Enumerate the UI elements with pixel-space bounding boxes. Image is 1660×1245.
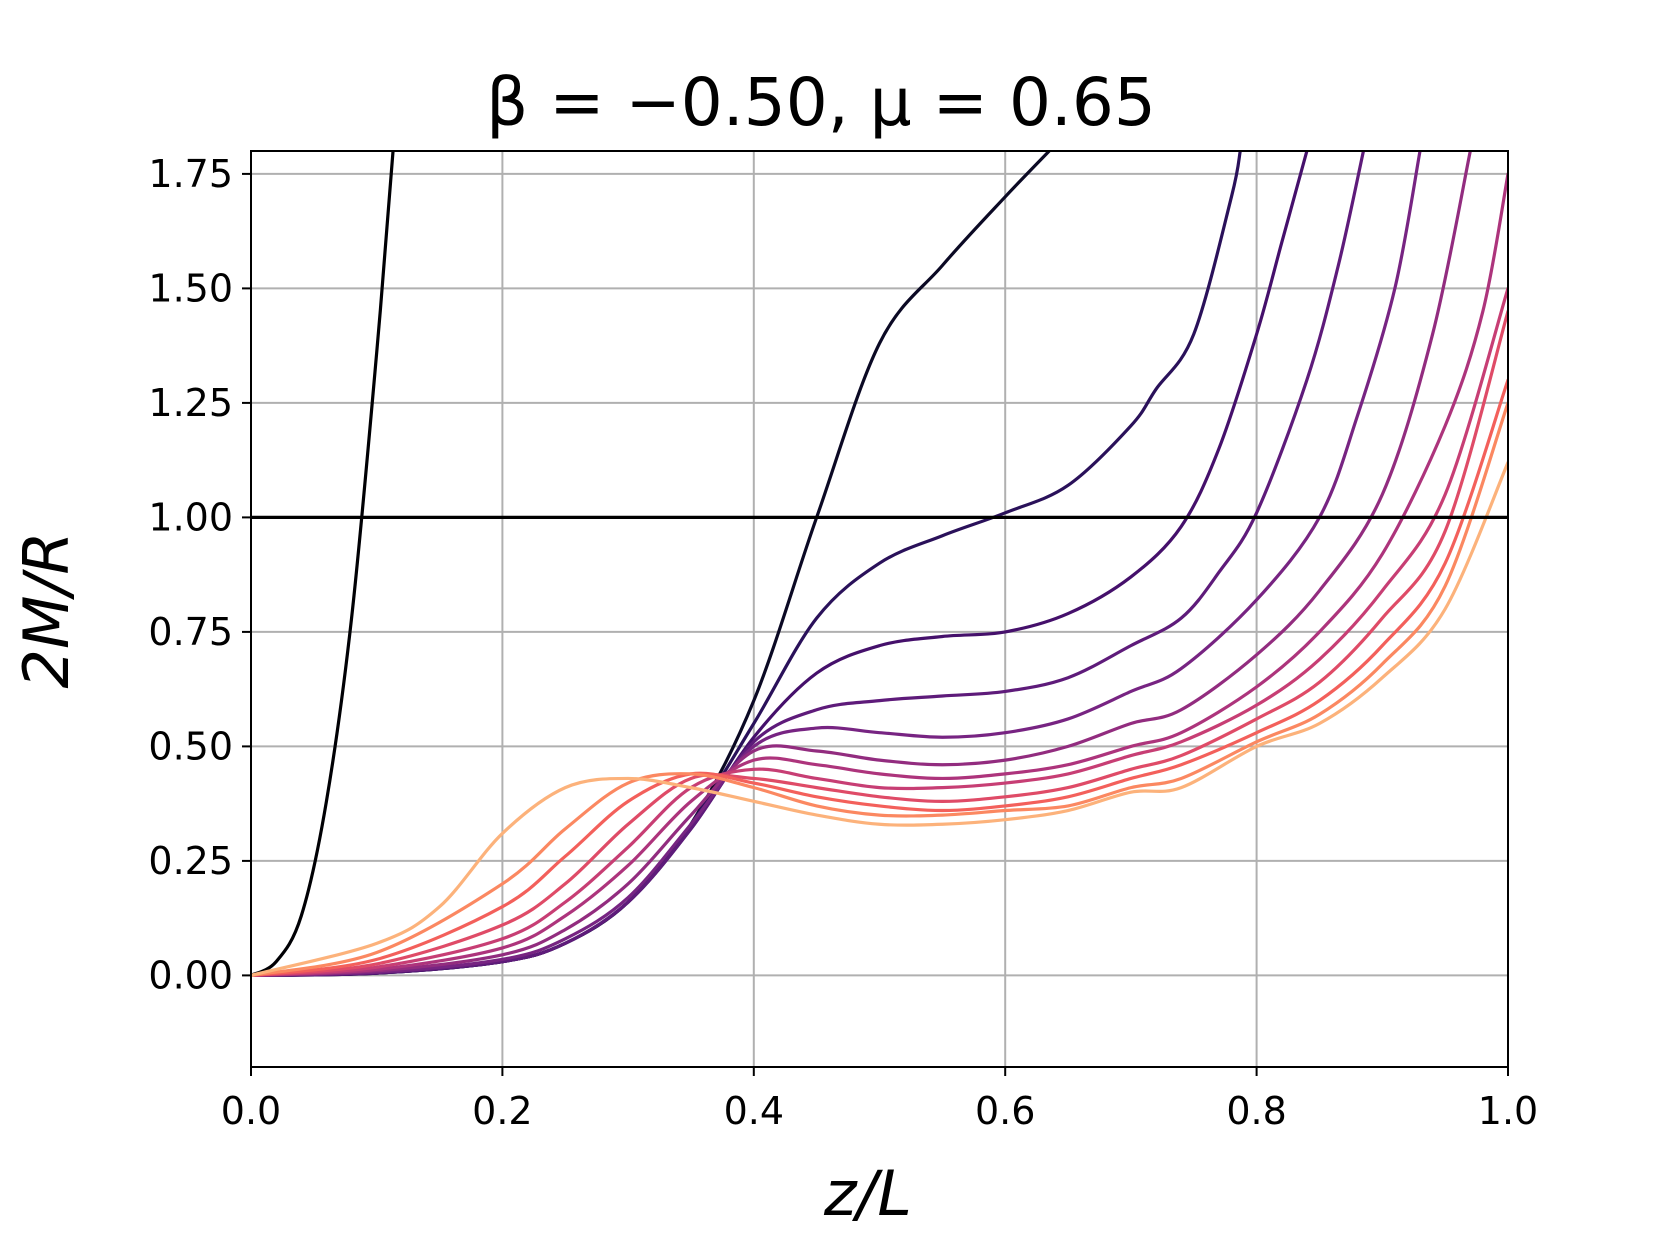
y-axis-label: 2M/R — [10, 532, 83, 689]
y-tick-label: 0.25 — [148, 839, 233, 883]
series-line-5 — [251, 151, 1366, 977]
chart-title: β = −0.50, μ = 0.65 — [486, 64, 1156, 141]
y-tick-label: 0.75 — [148, 610, 233, 654]
series-line-9 — [251, 286, 1508, 977]
series-line-10 — [251, 309, 1508, 977]
series-line-13 — [251, 460, 1508, 977]
series-layer — [251, 151, 1508, 977]
series-line-1 — [251, 151, 395, 977]
plot-frame — [250, 150, 1509, 1068]
series-line-7 — [251, 151, 1472, 977]
series-line-4 — [251, 151, 1309, 977]
series-line-2 — [251, 151, 1051, 977]
x-tick-label: 0.0 — [221, 1089, 281, 1133]
x-tick-label: 0.4 — [724, 1089, 784, 1133]
series-line-11 — [251, 378, 1508, 977]
series-line-12 — [251, 401, 1508, 977]
grid — [250, 151, 1509, 1067]
series-line-8 — [251, 172, 1508, 977]
y-tick-label: 0.50 — [148, 724, 233, 768]
y-tick-label: 1.50 — [148, 266, 233, 310]
x-tick-label: 0.2 — [472, 1089, 532, 1133]
x-tick-label: 1.0 — [1478, 1089, 1538, 1133]
y-tick-label: 1.00 — [148, 495, 233, 539]
y-tick-label: 1.75 — [148, 152, 233, 196]
y-tick-label: 0.00 — [148, 953, 233, 997]
axis-ticks: 0.0 0.2 0.4 0.6 0.8 1.0 0.00 0.25 0.50 0.75 1.00 1.… — [148, 152, 1538, 1133]
x-axis-label: z/L — [823, 1157, 912, 1230]
y-tick-label: 1.25 — [148, 381, 233, 425]
series-line-6 — [251, 151, 1422, 977]
x-tick-label: 0.8 — [1226, 1089, 1286, 1133]
x-tick-label: 0.6 — [975, 1089, 1035, 1133]
series-line-3 — [251, 151, 1242, 977]
